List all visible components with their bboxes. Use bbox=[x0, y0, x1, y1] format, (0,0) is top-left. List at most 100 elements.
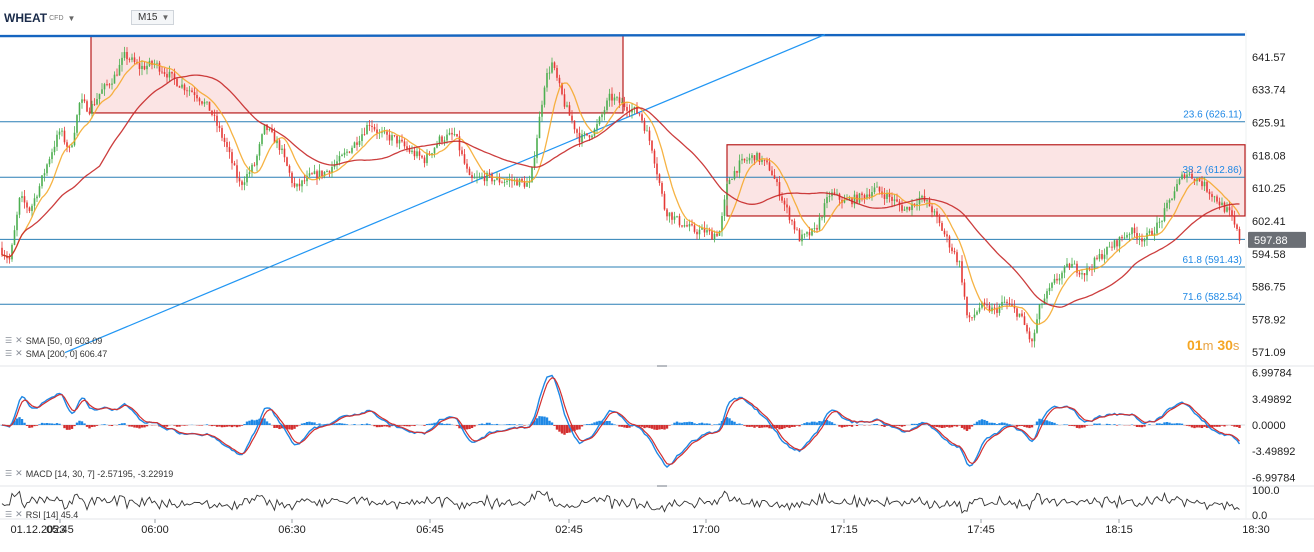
candle-body[interactable] bbox=[394, 135, 396, 136]
candle-body[interactable] bbox=[741, 159, 743, 161]
candle-body[interactable] bbox=[559, 78, 561, 83]
candle-body[interactable] bbox=[51, 152, 53, 159]
candle-body[interactable] bbox=[501, 182, 503, 183]
candle-body[interactable] bbox=[699, 230, 701, 235]
candle-body[interactable] bbox=[354, 142, 356, 147]
candle-body[interactable] bbox=[776, 179, 778, 182]
resize-handle[interactable] bbox=[657, 485, 667, 487]
candle-body[interactable] bbox=[569, 105, 571, 115]
candle-body[interactable] bbox=[661, 183, 663, 194]
candle-body[interactable] bbox=[616, 97, 618, 98]
menu-icon[interactable]: ☰ bbox=[5, 336, 12, 345]
candle-body[interactable] bbox=[694, 225, 696, 231]
candle-body[interactable] bbox=[1234, 216, 1236, 224]
candle-body[interactable] bbox=[329, 171, 331, 173]
candle-body[interactable] bbox=[361, 134, 363, 141]
candle-body[interactable] bbox=[96, 99, 98, 104]
candle-body[interactable] bbox=[936, 211, 938, 216]
candle-body[interactable] bbox=[171, 72, 173, 74]
candle-body[interactable] bbox=[294, 183, 296, 186]
candle-body[interactable] bbox=[129, 59, 131, 60]
candle-body[interactable] bbox=[1054, 279, 1056, 283]
candle-body[interactable] bbox=[1156, 223, 1158, 234]
candle-body[interactable] bbox=[109, 84, 111, 85]
candle-body[interactable] bbox=[756, 153, 758, 161]
candle-body[interactable] bbox=[476, 177, 478, 178]
chevron-down-icon[interactable]: ▼ bbox=[68, 14, 76, 23]
candle-body[interactable] bbox=[711, 231, 713, 239]
candle-body[interactable] bbox=[106, 84, 108, 85]
candle-body[interactable] bbox=[951, 247, 953, 251]
candle-body[interactable] bbox=[886, 193, 888, 199]
candle-body[interactable] bbox=[861, 193, 863, 195]
candle-body[interactable] bbox=[734, 171, 736, 179]
candle-body[interactable] bbox=[249, 172, 251, 174]
candle-body[interactable] bbox=[1034, 333, 1036, 341]
chevron-down-icon[interactable]: ▼ bbox=[161, 13, 169, 22]
candle-body[interactable] bbox=[304, 180, 306, 181]
candle-body[interactable] bbox=[366, 125, 368, 134]
indicator-sma200-label[interactable]: ☰ ✕ SMA [200, 0] 606.47 bbox=[5, 348, 107, 359]
candle-body[interactable] bbox=[179, 86, 181, 87]
resistance-line[interactable] bbox=[0, 35, 1245, 37]
candle-body[interactable] bbox=[99, 94, 101, 99]
candle-body[interactable] bbox=[814, 228, 816, 229]
candle-body[interactable] bbox=[131, 57, 133, 59]
candle-body[interactable] bbox=[554, 62, 556, 68]
candle-body[interactable] bbox=[926, 200, 928, 201]
candle-body[interactable] bbox=[11, 245, 13, 259]
candle-body[interactable] bbox=[696, 232, 698, 234]
candle-body[interactable] bbox=[689, 224, 691, 226]
candle-body[interactable] bbox=[739, 160, 741, 172]
candle-body[interactable] bbox=[859, 193, 861, 202]
candle-body[interactable] bbox=[321, 171, 323, 176]
candle-body[interactable] bbox=[54, 147, 56, 152]
candle-body[interactable] bbox=[399, 140, 401, 144]
candle-body[interactable] bbox=[1226, 207, 1228, 212]
candle-body[interactable] bbox=[1001, 302, 1003, 306]
candle-body[interactable] bbox=[944, 231, 946, 235]
candle-body[interactable] bbox=[316, 171, 318, 178]
candle-body[interactable] bbox=[706, 230, 708, 232]
candle-body[interactable] bbox=[574, 121, 576, 130]
candle-body[interactable] bbox=[1166, 203, 1168, 208]
candle-body[interactable] bbox=[226, 142, 228, 147]
candle-body[interactable] bbox=[236, 165, 238, 178]
candle-body[interactable] bbox=[309, 173, 311, 175]
candle-body[interactable] bbox=[789, 207, 791, 220]
candle-body[interactable] bbox=[356, 142, 358, 145]
candle-body[interactable] bbox=[176, 79, 178, 86]
candle-body[interactable] bbox=[411, 151, 413, 152]
candle-body[interactable] bbox=[341, 155, 343, 156]
candle-body[interactable] bbox=[526, 183, 528, 187]
candle-body[interactable] bbox=[656, 164, 658, 175]
candle-body[interactable] bbox=[299, 184, 301, 187]
candle-body[interactable] bbox=[576, 129, 578, 133]
candle-body[interactable] bbox=[546, 73, 548, 88]
candle-body[interactable] bbox=[39, 186, 41, 196]
candle-body[interactable] bbox=[921, 196, 923, 198]
candle-body[interactable] bbox=[216, 116, 218, 126]
candle-body[interactable] bbox=[1059, 278, 1061, 280]
candle-body[interactable] bbox=[1004, 302, 1006, 303]
candle-body[interactable] bbox=[1159, 222, 1161, 223]
candle-body[interactable] bbox=[479, 176, 481, 177]
candle-body[interactable] bbox=[549, 73, 551, 74]
candle-body[interactable] bbox=[201, 101, 203, 103]
candle-body[interactable] bbox=[404, 141, 406, 146]
candle-body[interactable] bbox=[1081, 273, 1083, 274]
candle-body[interactable] bbox=[869, 194, 871, 196]
candle-body[interactable] bbox=[59, 132, 61, 135]
candle-body[interactable] bbox=[1036, 319, 1038, 332]
candle-body[interactable] bbox=[954, 251, 956, 252]
candle-body[interactable] bbox=[1144, 240, 1146, 242]
candle-body[interactable] bbox=[56, 135, 58, 147]
candle-body[interactable] bbox=[1096, 258, 1098, 259]
candle-body[interactable] bbox=[746, 160, 748, 161]
candle-body[interactable] bbox=[21, 196, 23, 198]
candle-body[interactable] bbox=[681, 225, 683, 226]
candle-body[interactable] bbox=[281, 149, 283, 150]
candle-body[interactable] bbox=[1029, 331, 1031, 339]
candle-body[interactable] bbox=[1031, 339, 1033, 341]
